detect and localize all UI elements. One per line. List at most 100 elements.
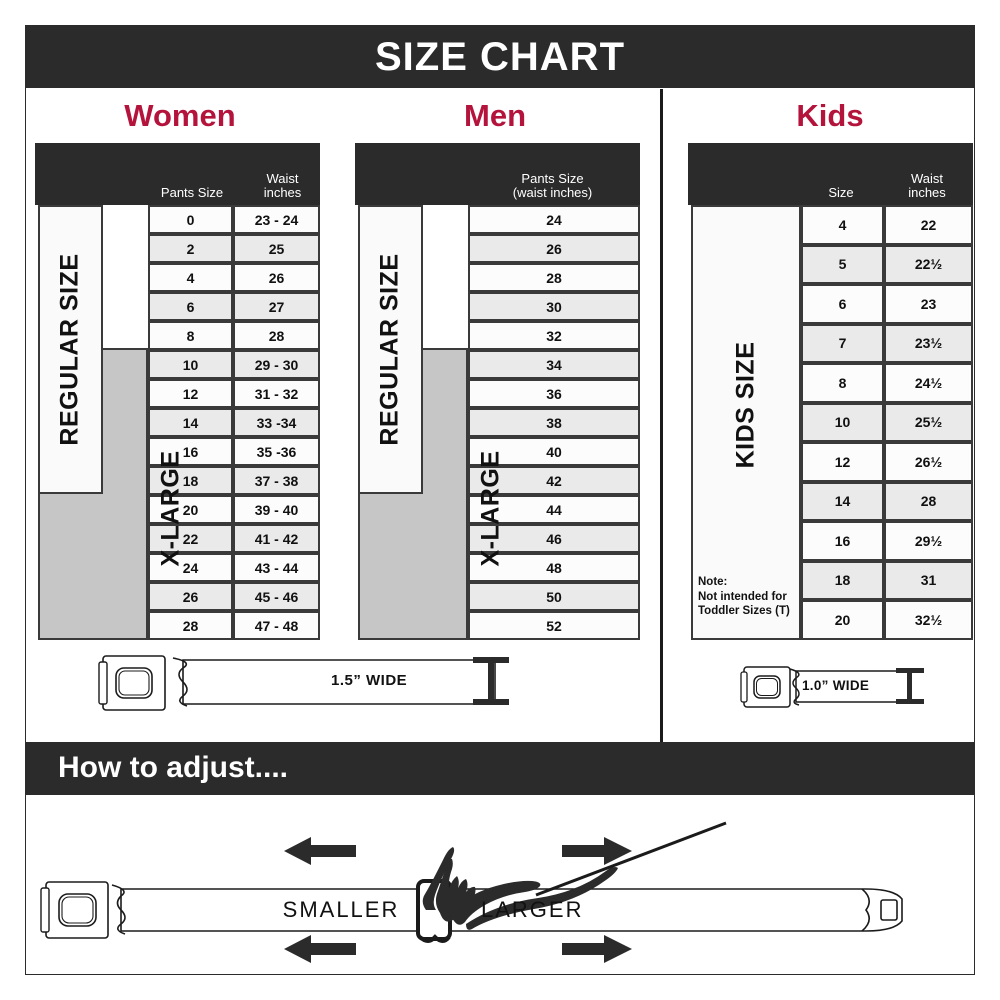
men-category-regular-size: REGULAR SIZE (358, 205, 423, 494)
kids-cell-size: 18 (801, 560, 884, 600)
kids-cell-size: 12 (801, 442, 884, 482)
men-size-table: Pants Size (waist inches) REGULAR SIZE X… (355, 143, 640, 640)
kids-cell-waist: 22 (884, 205, 973, 245)
women-size-table: Pants Size Waist inches REGULAR SIZE X-L… (35, 143, 320, 640)
women-cell-waist: 47 - 48 (233, 611, 320, 640)
adult-belt-width-label: 1.5” WIDE (331, 672, 408, 689)
men-table-header: Pants Size (waist inches) (355, 143, 640, 205)
women-col-header-waist: Waist inches (245, 170, 320, 201)
women-cell-pants-size: 14 (148, 408, 233, 437)
kids-cell-waist: 31 (884, 560, 973, 600)
women-cell-pants-size: 16 (148, 437, 233, 466)
adult-belt-width-diagram: 1.5” WIDE (95, 648, 525, 718)
men-category-xlarge-label: X-LARGE (476, 450, 505, 567)
women-cell-pants-size: 2 (148, 234, 233, 263)
women-col-header-pants-size: Pants Size (145, 186, 239, 201)
section-heading-women: Women (124, 98, 236, 133)
men-cell-pants-size: 32 (468, 321, 640, 350)
women-cell-waist: 41 - 42 (233, 524, 320, 553)
women-cell-pants-size: 18 (148, 466, 233, 495)
kids-cell-size: 7 (801, 323, 884, 363)
men-cell-pants-size: 28 (468, 263, 640, 292)
kids-col-header-size: Size (800, 186, 882, 201)
men-cell-pants-size: 30 (468, 292, 640, 321)
section-heading-men: Men (464, 98, 526, 133)
women-cell-waist: 43 - 44 (233, 553, 320, 582)
title-bar: SIZE CHART (25, 25, 975, 88)
women-cell-pants-size: 26 (148, 582, 233, 611)
men-col-header-line1: Pants Size (521, 170, 584, 186)
kids-cell-waist: 25½ (884, 402, 973, 442)
kids-cell-waist: 23 (884, 284, 973, 324)
women-cell-pants-size: 4 (148, 263, 233, 292)
kids-col-header-size-label: Size (828, 185, 854, 201)
kids-cell-size: 14 (801, 481, 884, 521)
women-cell-waist: 25 (233, 234, 320, 263)
page-title: SIZE CHART (375, 34, 625, 79)
women-cell-pants-size: 10 (148, 350, 233, 379)
larger-label: LARGER (481, 897, 584, 922)
women-cell-waist: 23 - 24 (233, 205, 320, 234)
men-cell-pants-size: 42 (468, 466, 640, 495)
kids-toddler-note: Note: Not intended for Toddler Sizes (T) (698, 575, 802, 619)
men-category-regular-size-label: REGULAR SIZE (376, 253, 404, 446)
section-divider (660, 89, 663, 744)
women-category-regular-size: REGULAR SIZE (38, 205, 103, 494)
kids-belt-svg (740, 666, 924, 708)
men-cell-pants-size: 44 (468, 495, 640, 524)
kids-cell-waist: 28 (884, 481, 973, 521)
kids-cell-size: 10 (801, 402, 884, 442)
women-cell-waist: 31 - 32 (233, 379, 320, 408)
kids-size-table: Size Waist inches KIDS SIZE Note: Not in… (688, 143, 973, 640)
women-cell-waist: 29 - 30 (233, 350, 320, 379)
kids-col-header-waist-line1: Waist (910, 170, 944, 186)
kids-note-line-1: Note: (698, 576, 728, 588)
kids-col-header-waist-line2: inches (908, 185, 946, 201)
kids-cell-waist: 22½ (884, 244, 973, 284)
women-cell-waist: 45 - 46 (233, 582, 320, 611)
men-cell-pants-size: 52 (468, 611, 640, 640)
women-cell-pants-size: 0 (148, 205, 233, 234)
kids-category-kids-size-label: KIDS SIZE (731, 341, 760, 469)
how-to-adjust-heading: How to adjust.... (58, 751, 288, 784)
women-col-header-waist-line1: Waist (266, 170, 299, 186)
kids-cell-size: 5 (801, 244, 884, 284)
kids-belt-width-label: 1.0” WIDE (802, 678, 870, 693)
women-col-header-pants-size-label: Pants Size (160, 185, 224, 201)
women-col-header-waist-line2: inches (263, 185, 302, 201)
larger-arrow-top (562, 837, 632, 865)
men-cell-pants-size: 48 (468, 553, 640, 582)
kids-cell-waist: 24½ (884, 363, 973, 403)
kids-cell-waist: 23½ (884, 323, 973, 363)
kids-note-line-3: Toddler Sizes (T) (698, 605, 790, 618)
men-cell-pants-size: 26 (468, 234, 640, 263)
women-cell-waist: 37 - 38 (233, 466, 320, 495)
kids-belt-width-diagram: 1.0” WIDE (738, 660, 928, 716)
smaller-arrow-bottom (284, 935, 356, 963)
women-cell-pants-size: 12 (148, 379, 233, 408)
women-cell-pants-size: 22 (148, 524, 233, 553)
women-cell-waist: 28 (233, 321, 320, 350)
men-col-header-line2: (waist inches) (512, 185, 593, 201)
how-to-adjust-bar: How to adjust.... (25, 742, 975, 794)
women-category-regular-size-label: REGULAR SIZE (56, 253, 84, 446)
adjust-belt-svg (40, 821, 903, 963)
kids-cell-size: 16 (801, 521, 884, 561)
larger-arrow-bottom (562, 935, 632, 963)
women-cell-pants-size: 28 (148, 611, 233, 640)
men-cell-pants-size: 50 (468, 582, 640, 611)
women-table-header: Pants Size Waist inches (35, 143, 320, 205)
kids-col-header-waist: Waist inches (888, 170, 966, 201)
kids-note-line-2: Not intended for (698, 590, 787, 603)
smaller-arrow-top (284, 837, 356, 865)
women-cell-pants-size: 20 (148, 495, 233, 524)
men-cell-pants-size: 46 (468, 524, 640, 553)
women-category-xlarge-label: X-LARGE (156, 450, 185, 567)
kids-category-kids-size: KIDS SIZE (691, 205, 801, 640)
kids-cell-size: 4 (801, 205, 884, 245)
women-cell-pants-size: 8 (148, 321, 233, 350)
kids-cell-size: 20 (801, 600, 884, 640)
smaller-label: SMALLER (282, 897, 400, 922)
women-cell-waist: 39 - 40 (233, 495, 320, 524)
